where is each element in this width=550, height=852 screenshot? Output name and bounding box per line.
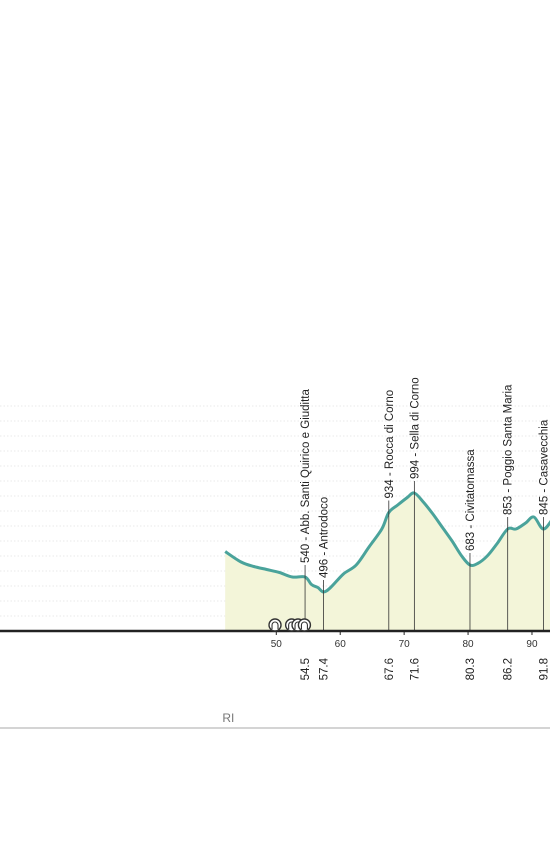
point-label: 853 - Poggio Santa Maria bbox=[503, 384, 515, 515]
route-icons bbox=[268, 618, 312, 632]
tunnel-icon bbox=[297, 618, 312, 632]
tunnel-icon bbox=[268, 618, 282, 632]
point-label: 496 - Antrodoco bbox=[319, 497, 331, 578]
point-label: 934 - Rocca di Corno bbox=[384, 390, 396, 499]
point-label: 845 - Casavecchia bbox=[538, 419, 550, 515]
km-ticks: 5060708090100110120130 bbox=[271, 631, 538, 650]
km-tick-label: 80 bbox=[462, 639, 474, 650]
region-bar: RIAQ bbox=[0, 711, 550, 729]
point-drop-lines bbox=[304, 481, 544, 631]
km-tick-label: 70 bbox=[399, 639, 411, 650]
point-label: 540 - Abb. Santi Quirico e Giuditta bbox=[300, 389, 312, 563]
point-km-label: 91.8 bbox=[538, 658, 550, 680]
point-km-label: 86.2 bbox=[503, 658, 515, 680]
km-tick-label: 60 bbox=[335, 639, 347, 650]
point-km-label: 71.6 bbox=[409, 658, 421, 680]
region-label: RI bbox=[222, 711, 234, 725]
point-km-labels: 54.557.467.671.680.386.291.8101.2104.210… bbox=[300, 657, 550, 680]
point-km-label: 57.4 bbox=[319, 657, 331, 680]
point-label: 994 - Sella di Corno bbox=[409, 377, 421, 479]
point-label: 683 - Civitatomassa bbox=[465, 449, 477, 551]
point-labels: 540 - Abb. Santi Quirico e Giuditta 496 -… bbox=[300, 377, 550, 578]
km-tick-label: 50 bbox=[271, 639, 283, 650]
profile-area bbox=[225, 492, 550, 631]
point-km-label: 80.3 bbox=[465, 658, 477, 680]
point-km-label: 67.6 bbox=[384, 658, 396, 680]
profile-line bbox=[224, 491, 550, 594]
point-km-label: 54.5 bbox=[300, 658, 312, 680]
km-tick-label: 90 bbox=[526, 639, 538, 650]
